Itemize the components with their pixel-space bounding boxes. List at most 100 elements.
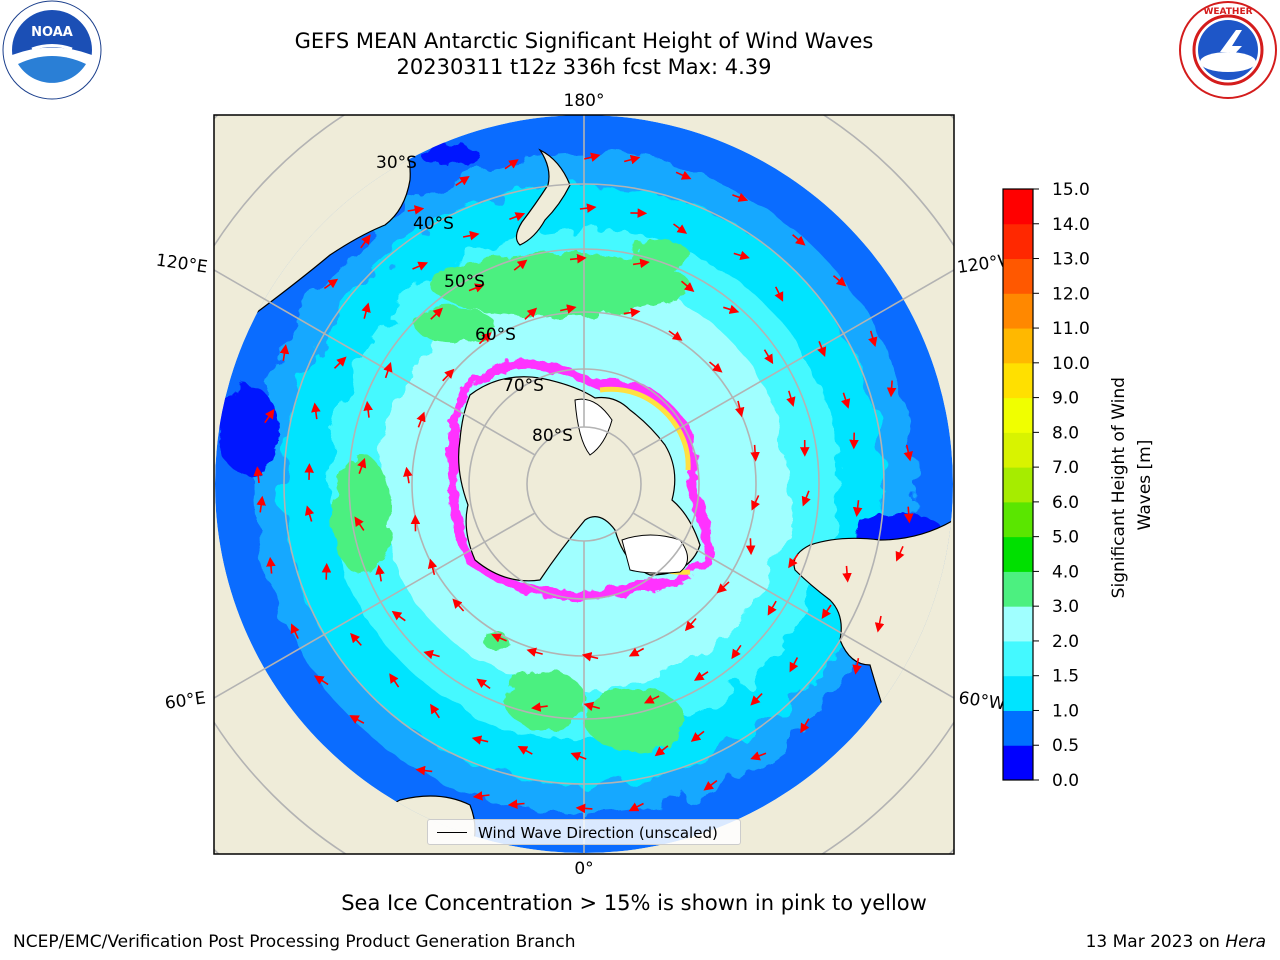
colorbar-swatch [1003, 397, 1033, 433]
wave-arrow [412, 261, 429, 271]
colorbar-tick-label: 8.0 [1052, 423, 1079, 443]
wave-arrow [430, 703, 440, 719]
wave-arrow [391, 610, 406, 622]
colorbar-tick-label: 0.0 [1052, 771, 1079, 791]
wave-arrow [716, 581, 730, 594]
wave-arrow [311, 402, 321, 420]
wave-arrow [643, 694, 660, 704]
colorbar-tick-label: 9.0 [1052, 389, 1079, 409]
wave-arrow [800, 718, 810, 734]
wave-arrow [732, 192, 749, 202]
high-wave-patches [332, 241, 690, 752]
wave-arrow [472, 791, 490, 801]
colorbar-swatch [1003, 223, 1033, 260]
wave-arrow [581, 652, 599, 662]
wave-arrow [792, 234, 806, 246]
wave-arrow [868, 330, 878, 348]
date-line: 13 Mar 2023 on Hera [1086, 932, 1266, 952]
wave-arrow [569, 253, 587, 264]
wave-arrow [357, 457, 367, 474]
lat-label-80s: 80°S [532, 426, 573, 446]
wave-arrow [504, 159, 519, 170]
lon-label-120e: 120°E [155, 251, 209, 278]
wave-arrow [763, 349, 774, 365]
wave-arrow [354, 516, 365, 531]
wave-arrow [632, 258, 650, 269]
wave-direction-arrows [253, 152, 914, 814]
wave-arrow [423, 649, 440, 660]
wave-arrow [468, 283, 485, 293]
wave-arrow [708, 361, 723, 373]
colorbar-swatch [1003, 675, 1033, 711]
lon-label-0: 0° [574, 859, 593, 879]
lat-label-30s: 30°S [376, 153, 417, 173]
wave-arrow [513, 259, 528, 271]
wave-arrow [350, 632, 362, 646]
lat-label-50s: 50°S [444, 272, 485, 292]
colorbar-tick-label: 4.0 [1052, 562, 1079, 582]
nws-logo-icon: WEATHER [1179, 1, 1277, 99]
lon-label-60w: 60°W [957, 688, 1006, 714]
wave-arrow [256, 495, 266, 513]
wave-arrow [750, 751, 767, 761]
colorbar-tick-label: 7.0 [1052, 458, 1079, 478]
wave-arrow [407, 205, 425, 215]
wave-arrow [751, 495, 760, 511]
colorbar-tick-label: 3.0 [1052, 597, 1079, 617]
colorbar-swatch [1003, 710, 1033, 746]
sea-ice-note: Sea Ice Concentration > 15% is shown in … [341, 891, 927, 915]
wave-arrow [774, 286, 784, 302]
wave-arrow [526, 647, 543, 657]
map-area [214, 115, 954, 854]
wave-arrow [895, 545, 905, 562]
wave-arrow [471, 735, 489, 745]
wave-arrow [491, 633, 507, 643]
colorbar-swatch [1003, 745, 1033, 781]
wave-arrow [415, 765, 433, 776]
wave-arrow [821, 604, 832, 619]
lon-label-60e: 60°E [164, 688, 207, 713]
wave-arrow [363, 400, 373, 418]
wave-arrow [455, 176, 470, 187]
credit-line: NCEP/EMC/Verification Post Processing Pr… [13, 932, 576, 952]
colorbar-swatch [1003, 328, 1033, 364]
wave-arrow [723, 304, 740, 314]
wave-arrow [476, 678, 491, 690]
wave-arrow [430, 307, 443, 320]
colorbar: 0.0 0.5 1.0 1.5 2.0 3.0 4.0 5.0 6.0 7.0 8.0 9.0 10.0… [1002, 180, 1090, 791]
colorbar-tick-label: 0.5 [1052, 736, 1079, 756]
colorbar-swatch [1003, 467, 1033, 503]
wave-arrow [333, 356, 347, 369]
wave-arrow [264, 408, 275, 424]
map-title: GEFS MEAN Antarctic Significant Height o… [294, 29, 874, 53]
wave-arrow [509, 212, 526, 222]
wave-arrow [290, 623, 300, 639]
wave-arrow [731, 644, 742, 660]
wave-arrow [675, 170, 692, 180]
colorbar-tick-label: 5.0 [1052, 528, 1079, 548]
svg-text:WEATHER: WEATHER [1203, 7, 1252, 17]
wave-arrow [383, 361, 393, 379]
lat-label-60s: 60°S [475, 325, 516, 345]
map-legend: Wind Wave Direction (unscaled) [427, 819, 741, 845]
ocean-field [215, 115, 953, 853]
svg-text:NOAA: NOAA [31, 25, 73, 40]
colorbar-swatch [1003, 536, 1033, 572]
wave-arrow [789, 657, 799, 673]
colorbar-tick-label: 14.0 [1052, 215, 1090, 235]
wave-arrow [852, 500, 863, 517]
wave-arrow [349, 715, 365, 724]
wave-arrow [389, 673, 400, 688]
wave-arrow [253, 466, 263, 484]
colorbar-swatch [1003, 501, 1033, 538]
colorbar-tick-label: 2.0 [1052, 632, 1079, 652]
wave-arrow [903, 506, 914, 524]
wave-arrow [462, 230, 480, 241]
wave-arrow [654, 745, 669, 757]
colorbar-tick-label: 15.0 [1052, 180, 1090, 200]
colorbar-tick-label: 13.0 [1052, 250, 1090, 270]
meridians [214, 115, 954, 854]
wave-arrow [531, 702, 548, 712]
lon-label-180: 180° [564, 91, 605, 111]
